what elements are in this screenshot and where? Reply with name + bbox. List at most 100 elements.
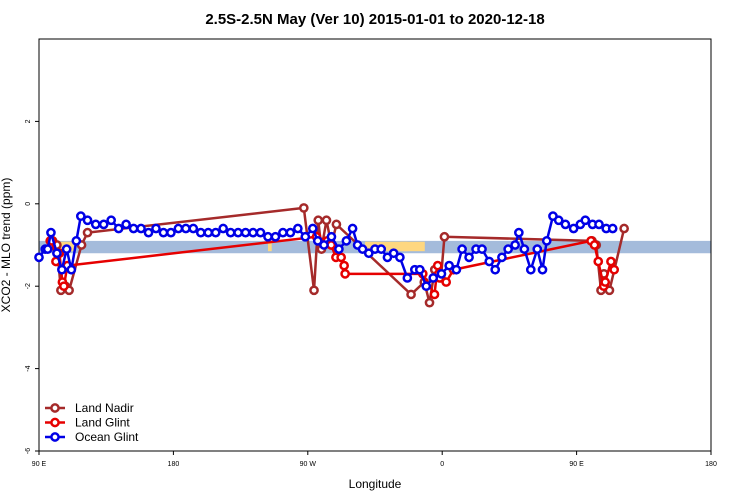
legend-marker (50, 432, 60, 442)
legend-item: Land Glint (45, 416, 130, 430)
data-point (406, 289, 416, 300)
data-point (439, 231, 450, 242)
data-point (82, 227, 93, 238)
data-point (82, 215, 93, 226)
data-point (580, 215, 591, 226)
data-point (336, 252, 347, 263)
data-point (436, 268, 447, 279)
data-point (553, 215, 564, 226)
data-point (484, 256, 495, 267)
data-point (233, 227, 243, 238)
data-point (312, 236, 323, 246)
data-point (57, 264, 67, 275)
data-point (414, 264, 425, 275)
y-axis: -6 -4 -2 0 2 (25, 119, 39, 454)
y-axis-label: XCO2 - MLO trend (ppm) (0, 178, 13, 313)
data-point (166, 227, 176, 238)
data-point (347, 223, 358, 234)
data-point (128, 223, 139, 234)
data-point (537, 264, 548, 275)
data-point (98, 219, 109, 230)
data-point (307, 223, 318, 234)
x-tick-label: 90 W (300, 461, 317, 468)
data-point (52, 248, 62, 259)
data-point (158, 227, 169, 238)
y-tick-label: -6 (25, 448, 32, 454)
data-point (75, 211, 86, 222)
data-point (429, 289, 440, 300)
data-point (66, 264, 77, 275)
data-point (42, 244, 53, 254)
data-point (424, 297, 435, 308)
data-point (503, 244, 514, 254)
data-point (113, 223, 124, 234)
x-tick-label: 180 (705, 461, 717, 468)
data-point (195, 227, 206, 238)
data-point (326, 231, 337, 242)
data-point (606, 256, 616, 267)
data-point (363, 248, 374, 259)
data-point (560, 219, 571, 230)
data-point (248, 227, 258, 238)
data-point (382, 252, 393, 263)
legend-label: Ocean Glint (75, 430, 139, 444)
y-tick-label: -2 (25, 283, 32, 289)
data-point (568, 223, 579, 234)
x-tick-label: 90 E (32, 461, 47, 468)
data-point (210, 227, 221, 238)
data-point (497, 252, 507, 263)
data-point (292, 223, 303, 234)
x-tick-label: 180 (168, 461, 180, 468)
data-point (341, 236, 352, 246)
data-point (255, 227, 266, 238)
x-axis-label: Longitude (349, 477, 402, 491)
legend-item: Land Nadir (45, 401, 134, 415)
data-point (151, 223, 161, 234)
legend-marker (50, 417, 60, 428)
data-point (376, 244, 387, 254)
data-point (589, 240, 600, 250)
x-tick-label: 0 (440, 461, 444, 468)
land-band-segment (267, 241, 272, 252)
data-point (510, 240, 520, 250)
data-point (340, 268, 350, 279)
data-point (331, 219, 342, 230)
x-tick-label: 90 E (569, 461, 584, 468)
data-point (541, 236, 552, 246)
data-point (71, 236, 82, 246)
data-point (136, 223, 146, 234)
data-point (357, 244, 368, 254)
data-point (441, 277, 452, 287)
data-point (313, 215, 324, 226)
data-point (339, 260, 349, 271)
data-point (421, 281, 432, 292)
data-point (143, 227, 154, 238)
data-point (298, 203, 309, 213)
y-tick-label: -4 (25, 365, 32, 371)
data-point (477, 244, 487, 254)
data-point (428, 273, 439, 283)
data-point (464, 252, 474, 263)
data-point (432, 260, 443, 271)
land-band-segment (365, 241, 425, 252)
legend-marker (50, 403, 60, 413)
data-point (218, 223, 229, 234)
data-point (90, 219, 101, 230)
data-point (278, 227, 288, 238)
data-point (525, 264, 536, 275)
data-point (203, 227, 214, 238)
data-point (593, 256, 604, 267)
plot-frame (38, 38, 712, 452)
series-ocean-glint (34, 211, 618, 292)
data-point (490, 264, 501, 275)
data-point (619, 223, 629, 234)
data-point (225, 227, 236, 238)
data-point (240, 227, 251, 238)
legend-label: Land Glint (75, 416, 130, 430)
legend-label: Land Nadir (75, 401, 134, 415)
data-point (121, 219, 131, 230)
data-point (173, 223, 184, 234)
data-point (270, 231, 281, 242)
data-point (263, 231, 273, 242)
